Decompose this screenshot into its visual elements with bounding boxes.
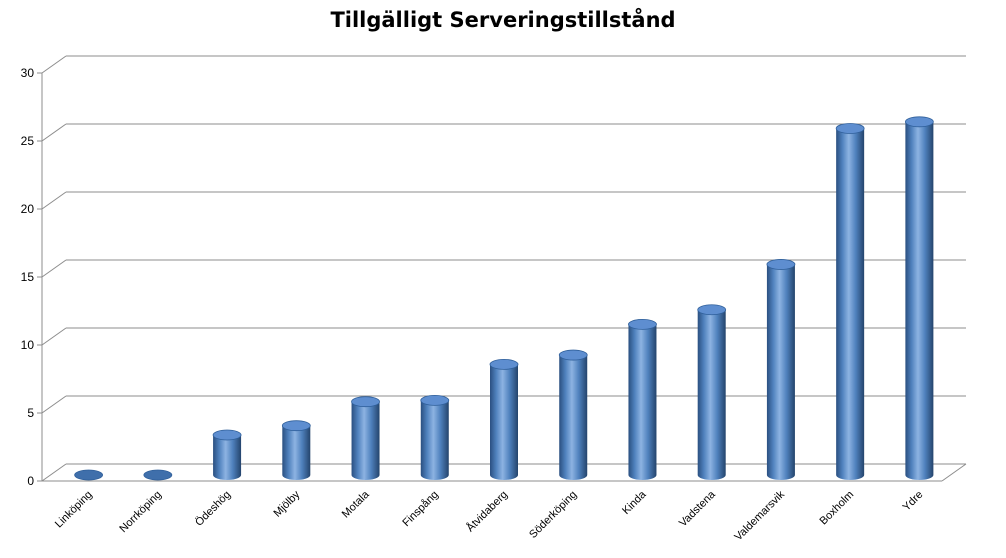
bar-top — [74, 469, 104, 481]
bar-body — [490, 364, 518, 480]
y-tick-label: 25 — [21, 134, 35, 148]
y-tick-label: 20 — [21, 202, 35, 216]
x-tick-label: Valdemarsvik — [732, 488, 787, 543]
x-tick-label: Söderköping — [527, 489, 579, 541]
gridline-depth — [41, 463, 67, 482]
x-tick-label: Motala — [340, 488, 372, 520]
x-tick-label: Ödeshög — [193, 489, 233, 529]
x-tick-label: Norrköping — [117, 489, 164, 536]
bar-top — [558, 349, 588, 361]
bar-body — [213, 435, 242, 480]
bar-body — [351, 401, 380, 480]
y-tick-label: 5 — [27, 406, 34, 420]
bar-body — [420, 400, 449, 480]
bar-top — [489, 358, 519, 370]
bar-body — [766, 264, 795, 480]
bar-top — [212, 429, 242, 441]
y-tick-label: 30 — [21, 66, 35, 80]
bar-body — [836, 128, 865, 481]
bar-top — [420, 394, 450, 406]
x-tick-label: Kinda — [620, 488, 649, 517]
bar-body — [697, 309, 726, 480]
y-tick-label: 15 — [21, 270, 35, 284]
x-tick-label: Ydre — [901, 489, 926, 514]
bar-top — [697, 304, 727, 316]
bar-top — [143, 469, 173, 481]
x-tick-label: Linköping — [53, 489, 95, 531]
y-tick-label: 0 — [27, 474, 34, 488]
bar-top — [904, 116, 934, 128]
x-tick-label: Vadstena — [677, 488, 718, 529]
x-tick-label: Boxholm — [818, 489, 857, 528]
bar-body — [905, 121, 934, 481]
x-tick-label: Finspång — [400, 489, 440, 529]
gridline-depth — [41, 395, 67, 414]
bar-top — [628, 318, 657, 330]
gridline-depth — [41, 191, 67, 210]
gridline-depth — [41, 327, 67, 346]
bar-body — [282, 425, 311, 480]
bar-top — [351, 396, 380, 408]
bar-top — [766, 259, 796, 270]
gridline-depth — [41, 123, 67, 142]
bar-top — [281, 420, 311, 432]
x-tick-label: Åtvidaberg — [464, 488, 510, 534]
floor-edge — [941, 463, 967, 482]
bar-body — [628, 324, 657, 480]
bar-top — [835, 123, 865, 134]
bar-body — [559, 355, 588, 480]
y-tick-label: 10 — [21, 338, 35, 352]
gridline-depth — [41, 55, 67, 74]
gridline-depth — [41, 259, 67, 278]
chart-title: Tillgälligt Serveringstillstånd — [330, 8, 676, 32]
x-tick-label: Mjölby — [271, 488, 302, 519]
